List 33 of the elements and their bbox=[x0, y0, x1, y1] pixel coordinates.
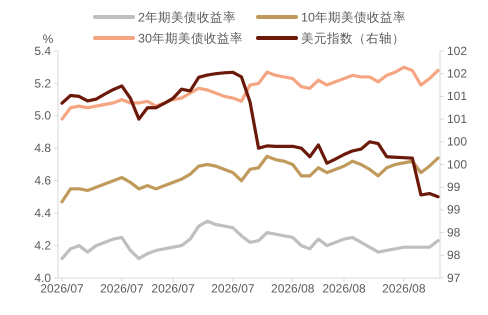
y2-tick-label: 101 bbox=[447, 89, 468, 104]
y2-tick-label: 102 bbox=[447, 44, 468, 58]
y2-tick-label: 98 bbox=[447, 225, 461, 240]
line-series bbox=[60, 154, 440, 204]
y2-tick-label: 101 bbox=[447, 112, 468, 126]
legend-label: 2年期美债收益率 bbox=[138, 10, 236, 24]
x-tick-label: 2026/08 bbox=[271, 282, 315, 296]
y-tick-label: 5.4 bbox=[34, 44, 52, 58]
y-tick-label: 4.2 bbox=[34, 238, 52, 252]
x-tick-label: 2026/08 bbox=[382, 282, 426, 296]
x-tick-label: 2026/07 bbox=[211, 282, 255, 296]
x-tick-label: 2026/08 bbox=[322, 282, 366, 296]
y2-tick-label: 99 bbox=[447, 202, 461, 217]
y2-tick-label: 100 bbox=[447, 134, 468, 149]
y-tick-label: 5.0 bbox=[34, 108, 52, 123]
y-tick-label: 5.2 bbox=[34, 76, 52, 90]
line-series bbox=[60, 70, 440, 198]
line-series bbox=[60, 220, 440, 260]
x-tick-label: 2026/07 bbox=[100, 282, 144, 296]
legend-label: 10年期美债收益率 bbox=[301, 10, 406, 24]
y-tick-label: 4.6 bbox=[34, 174, 52, 188]
y2-tick-label: 100 bbox=[447, 157, 468, 172]
y2-tick-label: 97 bbox=[447, 270, 461, 285]
y-axis-title: % bbox=[42, 32, 54, 46]
y-tick-label: 4.4 bbox=[34, 206, 52, 220]
y2-tick-label: 99 bbox=[447, 180, 461, 194]
y2-tick-label: 102 bbox=[447, 66, 468, 81]
line-series bbox=[60, 66, 440, 121]
legend-label: 美元指数（右轴） bbox=[301, 30, 405, 46]
x-tick-label: 2026/07 bbox=[151, 282, 196, 296]
y-tick-label: 4.8 bbox=[34, 141, 52, 156]
legend-label: 30年期美债收益率 bbox=[138, 30, 243, 46]
y2-tick-label: 98 bbox=[447, 248, 461, 262]
